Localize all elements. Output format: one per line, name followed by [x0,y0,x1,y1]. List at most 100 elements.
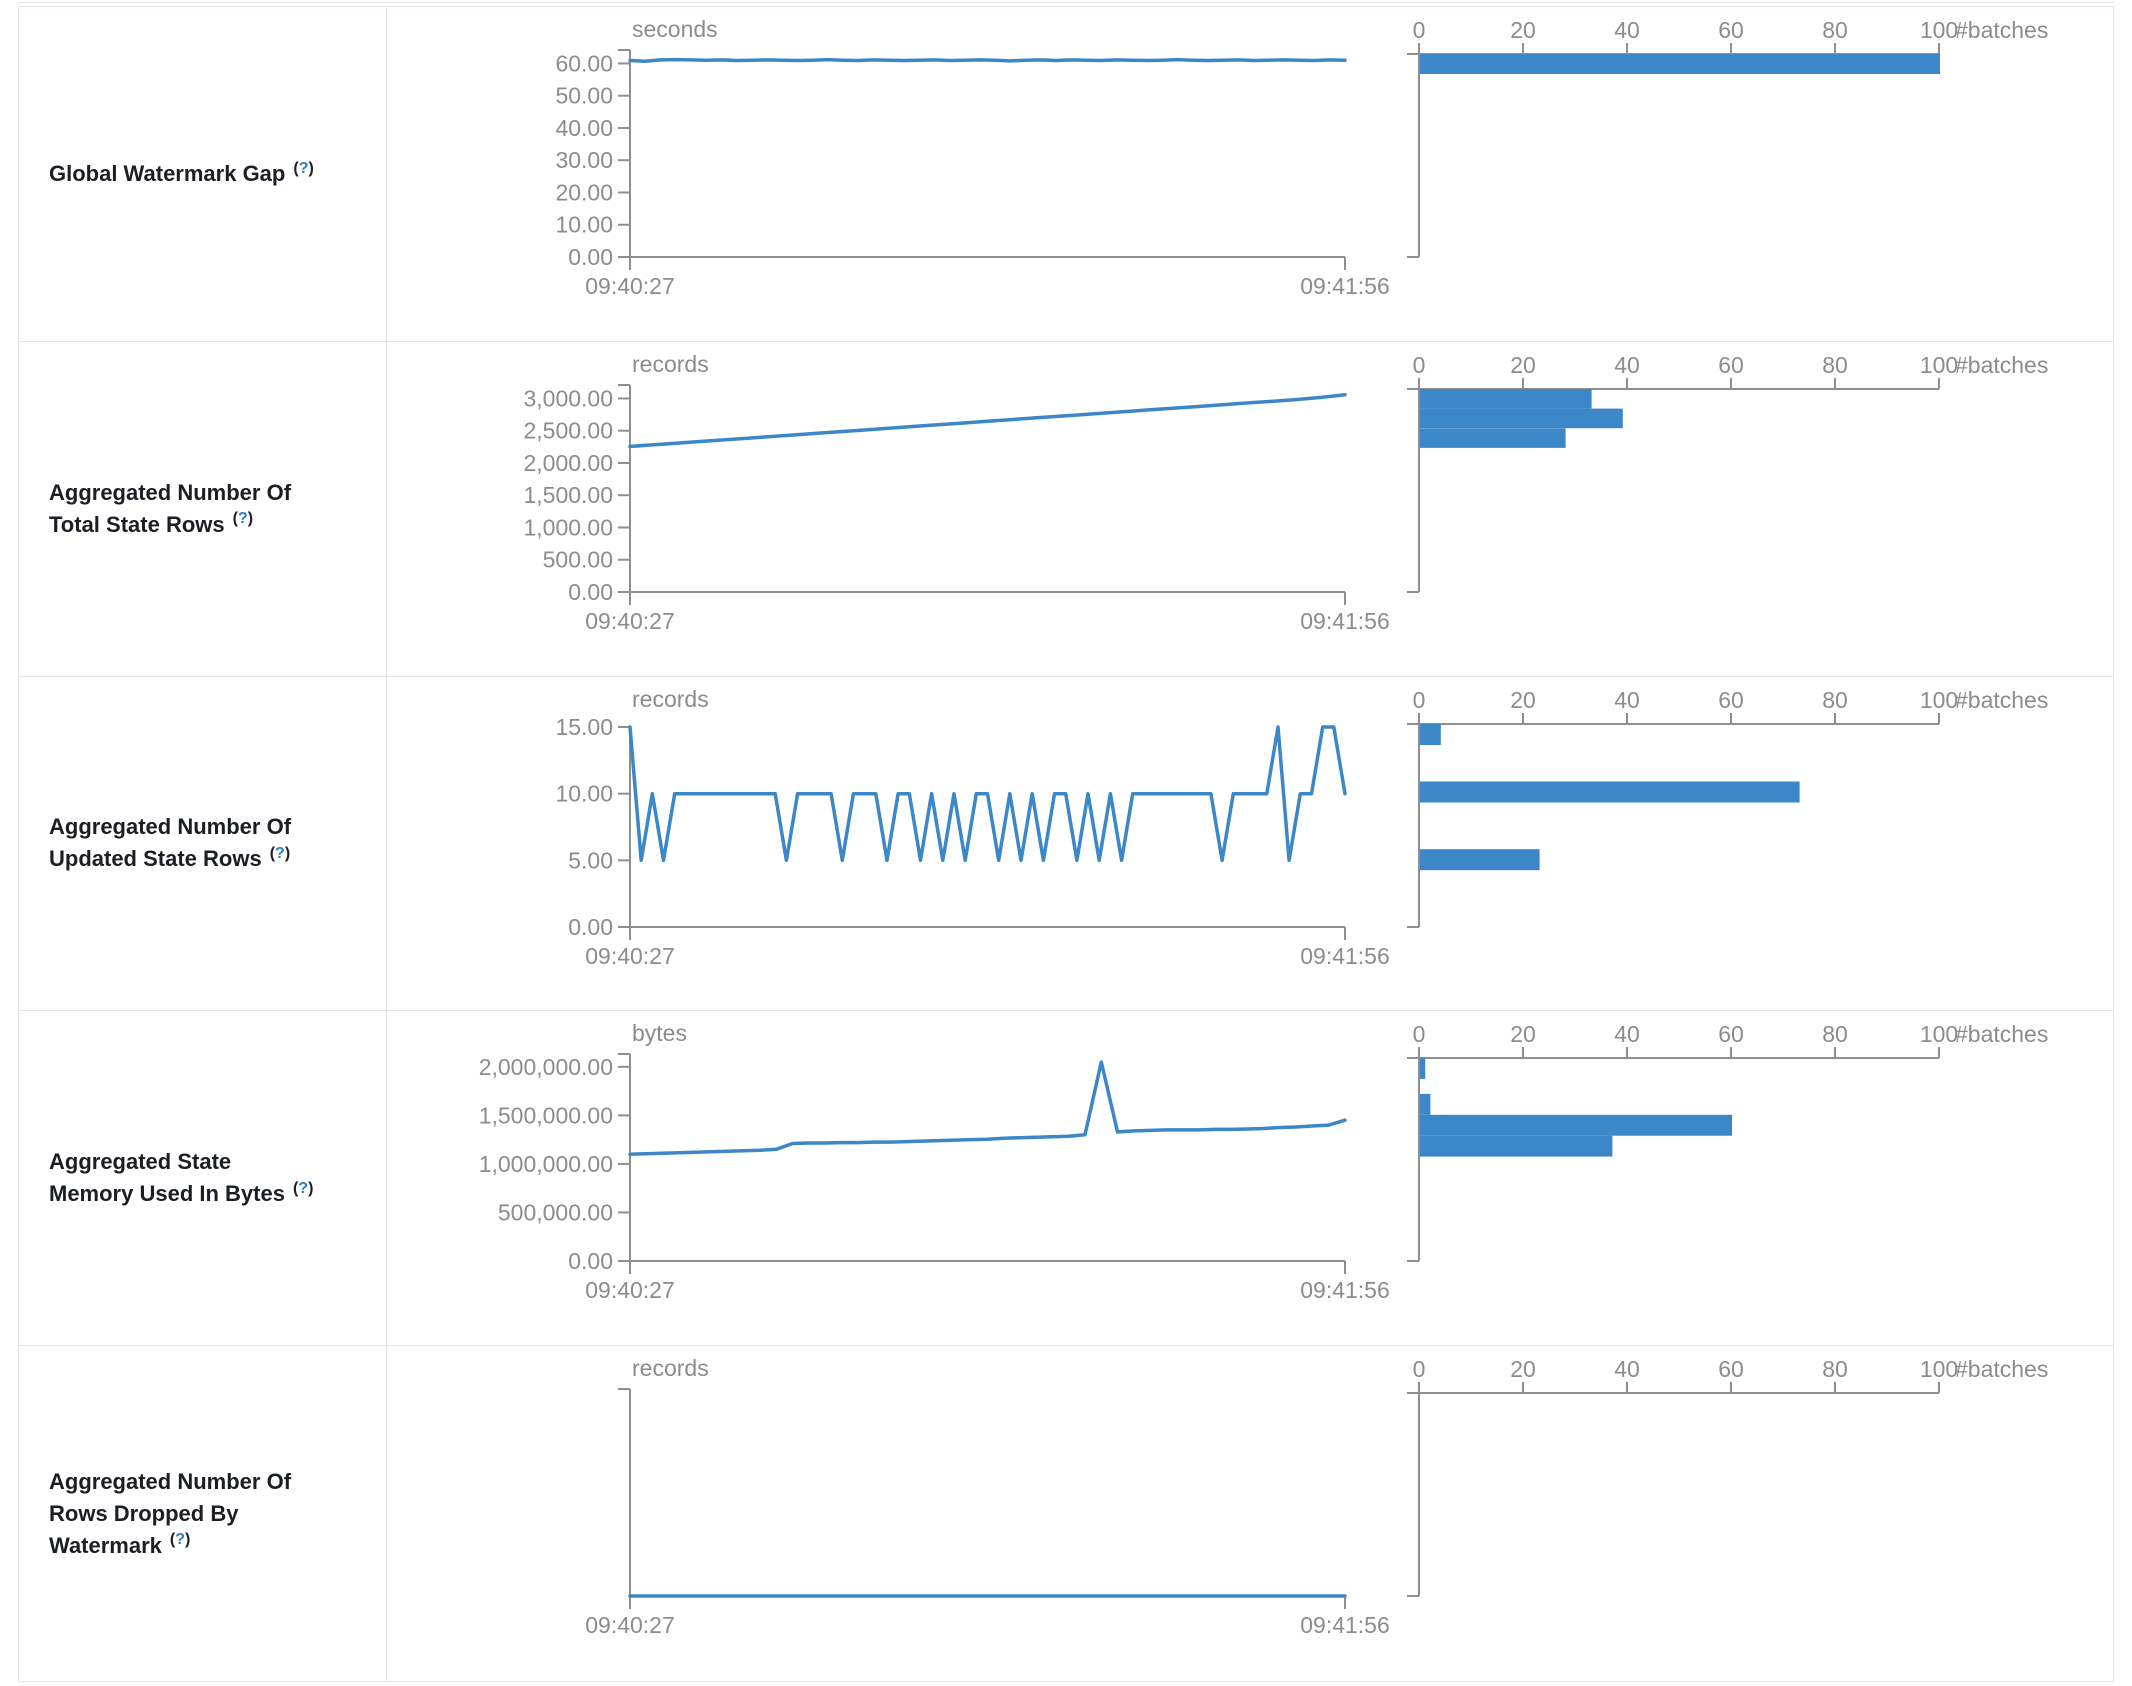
histogram-chart[interactable]: 0 20 40 60 80 100#batches [1379,677,2099,1012]
help-paren-close: ) [247,510,254,528]
hist-x-tick-label: 80 [1822,17,1848,43]
y-tick-label: 1,500.00 [523,482,613,508]
y-tick-label: 10.00 [555,780,613,806]
hist-x-tick-label: 0 [1413,1021,1426,1047]
timeline-chart[interactable]: records 3,000.00 2,500.00 2,000.00 1,500.00 1… [387,342,1447,677]
timeline-chart[interactable]: records 09:40:27 09:41:56 [387,1346,1447,1681]
unit-label: seconds [632,16,718,42]
hist-x-tick-label: 60 [1718,687,1744,713]
chart-cell: records 3,000.00 2,500.00 2,000.00 1,500.00 1… [387,342,2113,676]
hist-x-tick-label: 20 [1510,17,1536,43]
unit-label: records [632,1355,709,1381]
help-paren-open: ( [169,1531,176,1549]
help-link[interactable]: (?) [233,510,253,527]
hist-x-tick-label: 20 [1510,352,1536,378]
help-question-mark: ? [298,159,309,177]
help-paren-open: ( [269,845,276,863]
chart-cell: seconds 60.00 50.00 40.00 30.00 20.00 10.00 0.0… [387,7,2113,341]
y-tick-label: 20.00 [555,179,613,205]
hist-bar [1420,428,1566,448]
timeline-chart[interactable]: seconds 60.00 50.00 40.00 30.00 20.00 10.00 0.0… [387,7,1447,342]
chart-cell: records 09:40:27 09:41:56 0 20 40 60 80 100 #bat… [387,1346,2113,1681]
metric-label-cell: Global Watermark Gap (?) [19,7,387,341]
x-start-time-label: 09:40:27 [585,273,675,299]
hist-bar [1420,1094,1431,1116]
streaming-statistics-table: Global Watermark Gap (?) seconds 60.00 50.0… [18,6,2114,1682]
y-tick-label: 1,500,000.00 [479,1103,613,1129]
help-link[interactable]: (?) [293,1180,313,1197]
y-tick-label: 2,500.00 [523,418,613,444]
histogram-chart[interactable]: 0 20 40 60 80 100#batches [1379,7,2099,342]
hist-x-tick-label: 80 [1822,1356,1848,1382]
hist-x-tick-label: 100 [1920,352,1958,378]
hist-x-tick-label: 60 [1718,1356,1744,1382]
x-end-time-label: 09:41:56 [1300,943,1390,969]
metric-row: Aggregated State Memory Used In Bytes (?)… [19,1011,2113,1347]
help-link[interactable]: (?) [170,1531,190,1548]
chart-cell: bytes 2,000,000.00 1,500,000.00 1,000,000.0… [387,1011,2113,1345]
timeline-chart[interactable]: records 15.00 10.00 5.00 0.00 09:40:27 09:41:5… [387,677,1447,1012]
x-end-time-label: 09:41:56 [1300,1277,1390,1303]
hist-bar [1420,54,1940,74]
help-question-mark: ? [175,1531,186,1549]
y-tick-label: 15.00 [555,714,613,740]
y-tick-label: 1,000.00 [523,514,613,540]
timeline-series-line [628,392,1347,448]
help-paren-close: ) [284,845,291,863]
hist-x-tick-label: 100 [1920,687,1958,713]
x-end-time-label: 09:41:56 [1300,608,1390,634]
y-tick-label: 3,000.00 [523,385,613,411]
x-end-time-label: 09:41:56 [1300,273,1390,299]
x-start-time-label: 09:40:27 [585,608,675,634]
metric-label: Aggregated Number Of Rows Dropped By Wat… [49,1466,314,1562]
help-paren-close: ) [308,159,314,177]
metric-row: Aggregated Number Of Rows Dropped By Wat… [19,1346,2113,1681]
timeline-series-line [628,724,1347,862]
histogram-chart[interactable]: 0 20 40 60 80 100#batches [1379,1011,2099,1346]
help-paren-close: ) [308,1179,314,1197]
hist-bar [1420,848,1540,870]
help-paren-open: ( [293,159,299,177]
clipped-row-above-border [18,2,2114,3]
x-start-time-label: 09:40:27 [585,943,675,969]
metric-label-cell: Aggregated State Memory Used In Bytes (?) [19,1011,387,1346]
hist-x-tick-label: 80 [1822,687,1848,713]
hist-x-tick-label: 40 [1614,352,1640,378]
help-question-mark: ? [298,1179,309,1197]
x-end-time-label: 09:41:56 [1300,1612,1390,1638]
hist-x-tick-label: 20 [1510,687,1536,713]
histogram-chart[interactable]: 0 20 40 60 80 100#batches [1379,1346,2099,1681]
help-paren-close: ) [185,1531,191,1549]
y-tick-label: 0.00 [568,579,613,605]
unit-label: records [632,351,709,377]
y-tick-label: 60.00 [555,50,613,76]
hist-bar [1420,408,1623,428]
histogram-chart[interactable]: 0 20 40 60 80 100#batches [1379,342,2099,677]
hist-x-tick-label: 100 [1920,1356,1958,1382]
timeline-chart[interactable]: bytes 2,000,000.00 1,500,000.00 1,000,000.0… [387,1011,1447,1346]
hist-x-tick-label: 40 [1614,687,1640,713]
hist-axis-unit-label: #batches [1955,17,2048,43]
metric-label: Aggregated Number Of Total State Rows (?) [49,477,314,541]
hist-bar [1420,723,1441,745]
hist-x-tick-label: 40 [1614,1356,1640,1382]
help-paren-open: ( [292,1179,299,1197]
y-tick-label: 2,000,000.00 [479,1054,613,1080]
x-start-time-label: 09:40:27 [585,1612,675,1638]
metric-row: Aggregated Number Of Total State Rows (?)… [19,341,2113,677]
hist-x-tick-label: 0 [1413,17,1426,43]
hist-x-tick-label: 80 [1822,1021,1848,1047]
hist-x-tick-label: 0 [1413,687,1426,713]
help-link[interactable]: (?) [293,160,313,177]
y-tick-label: 2,000.00 [523,450,613,476]
hist-x-tick-label: 100 [1920,17,1958,43]
y-tick-label: 500.00 [543,547,613,573]
y-tick-label: 40.00 [555,115,613,141]
metric-label: Aggregated State Memory Used In Bytes (?) [49,1146,314,1210]
y-tick-label: 1,000,000.00 [479,1151,613,1177]
hist-x-tick-label: 80 [1822,352,1848,378]
help-link[interactable]: (?) [270,845,290,862]
hist-bar [1420,1115,1732,1137]
hist-axis-unit-label: #batches [1955,1021,2048,1047]
y-tick-label: 500,000.00 [498,1200,613,1226]
